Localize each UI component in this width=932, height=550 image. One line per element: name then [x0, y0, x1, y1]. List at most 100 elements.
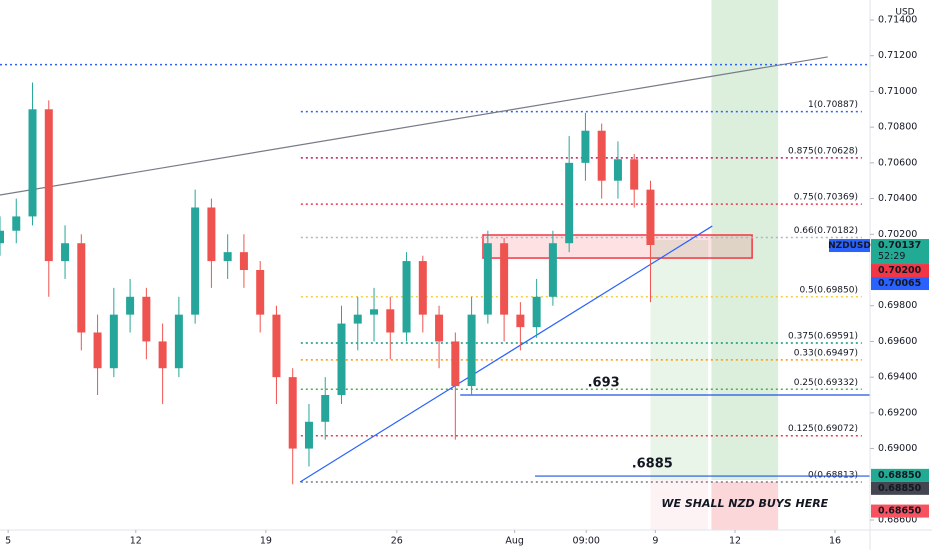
y-tick-label: 0.69400 — [878, 372, 917, 383]
zone — [711, 481, 779, 530]
trend-line — [299, 225, 713, 483]
trend-line — [0, 56, 828, 196]
candle-body — [44, 109, 53, 262]
y-tick-label: 0.70800 — [878, 122, 917, 133]
candle-body — [77, 243, 86, 333]
zone — [650, 480, 709, 530]
price-tag-label: 0.68650 — [878, 506, 922, 517]
candle-body — [630, 159, 639, 190]
x-tick-label: 26 — [391, 536, 403, 547]
candle-body — [337, 323, 346, 395]
y-tick-label: 0.69000 — [878, 443, 917, 454]
candle-body — [353, 314, 362, 324]
fib-label: 1(0.70887) — [808, 100, 858, 110]
y-tick-label: 0.71200 — [878, 50, 917, 61]
candle-body — [321, 395, 330, 422]
candle-body — [93, 332, 102, 369]
fib-label: 0(0.68813) — [808, 470, 858, 480]
fib-label: 0.375(0.69591) — [788, 332, 858, 342]
x-tick-label: 9 — [652, 536, 658, 547]
y-tick-label: 0.70600 — [878, 157, 917, 168]
price-tag — [871, 239, 929, 265]
candle-body — [191, 207, 200, 315]
candle-body — [223, 252, 232, 262]
x-tick-label: 12 — [729, 536, 741, 547]
candle-body — [304, 421, 313, 449]
candle-body — [28, 109, 37, 217]
candle-body — [126, 296, 135, 315]
price-tag — [871, 481, 929, 495]
fib-label: 0.25(0.69332) — [794, 378, 858, 388]
y-tick-label: 0.68600 — [878, 515, 917, 526]
y-tick-label: 0.70200 — [878, 229, 917, 240]
candle-body — [239, 252, 248, 270]
x-tick-label: 12 — [130, 536, 142, 547]
line-label: .693 — [588, 376, 620, 391]
y-tick-label: 0.69800 — [878, 300, 917, 311]
candle-body — [402, 261, 411, 333]
price-tag — [871, 504, 929, 518]
price-tag — [871, 277, 929, 291]
y-tick-label: 0.71000 — [878, 86, 917, 97]
price-tag-label: 0.70065 — [878, 278, 921, 289]
symbol-tag — [829, 239, 870, 253]
price-tag-label: 0.70200 — [878, 265, 922, 276]
candle-body — [548, 243, 557, 297]
zone — [650, 240, 709, 480]
candle-body — [142, 296, 151, 342]
price-tag — [871, 264, 929, 278]
price-tag-label: 0.68850 — [878, 470, 922, 481]
y-tick-label: 0.69200 — [878, 407, 917, 418]
candle-body — [418, 261, 427, 315]
line-label: .6885 — [632, 457, 673, 472]
x-tick-label: 19 — [260, 536, 272, 547]
fib-label: 0.5(0.69850) — [799, 285, 858, 295]
x-tick-label: 16 — [829, 536, 841, 547]
candle-body — [646, 189, 655, 245]
candle-body — [370, 309, 379, 315]
candle-body — [12, 216, 21, 231]
plot-area: 1(0.70887) 0.875(0.70628) 0.75(0.70369) 0.6… — [0, 0, 870, 530]
price-label: 0.70137 — [878, 240, 921, 251]
candle-body — [565, 162, 574, 244]
candle-body — [158, 341, 167, 369]
candle-body — [174, 314, 183, 369]
candle-body — [0, 230, 4, 244]
candle-body — [256, 270, 265, 315]
currency: USD — [895, 8, 914, 18]
candle-body — [207, 207, 216, 262]
candle-body — [597, 130, 606, 181]
price-tag-label: 0.68850 — [878, 483, 922, 494]
zone — [711, 0, 779, 480]
candle-body — [500, 243, 509, 315]
symbol-name: NZDUSD — [828, 241, 871, 251]
candle-body — [386, 309, 395, 333]
candle-body — [516, 314, 525, 328]
banner: WE SHALL NZD BUYS HERE — [661, 497, 828, 510]
candle-body — [581, 130, 590, 163]
candle-body — [109, 314, 118, 369]
x-tick-label: 09:00 — [573, 536, 600, 547]
candle-body — [288, 377, 297, 449]
fib-label: 0.875(0.70628) — [788, 146, 858, 156]
fib-label: 0.33(0.69497) — [794, 348, 858, 358]
zone — [482, 234, 753, 259]
candle-body — [61, 243, 70, 262]
countdown: 52:29 — [878, 251, 905, 262]
fib-label: 0.125(0.69072) — [788, 424, 858, 434]
candle-body — [532, 296, 541, 328]
fib-label: 0.66(0.70182) — [794, 226, 858, 236]
y-tick-label: 0.69600 — [878, 336, 917, 347]
candle-body — [467, 314, 476, 387]
price-tag — [871, 468, 929, 482]
fib-label: 0.75(0.70369) — [794, 193, 858, 203]
candle-body — [435, 314, 444, 342]
candle-body — [483, 243, 492, 315]
x-tick-label: 5 — [5, 536, 11, 547]
candle-body — [272, 314, 281, 378]
y-tick-label: 0.71400 — [878, 15, 917, 26]
x-tick-label: Aug — [505, 536, 524, 547]
y-tick-label: 0.70400 — [878, 193, 917, 204]
